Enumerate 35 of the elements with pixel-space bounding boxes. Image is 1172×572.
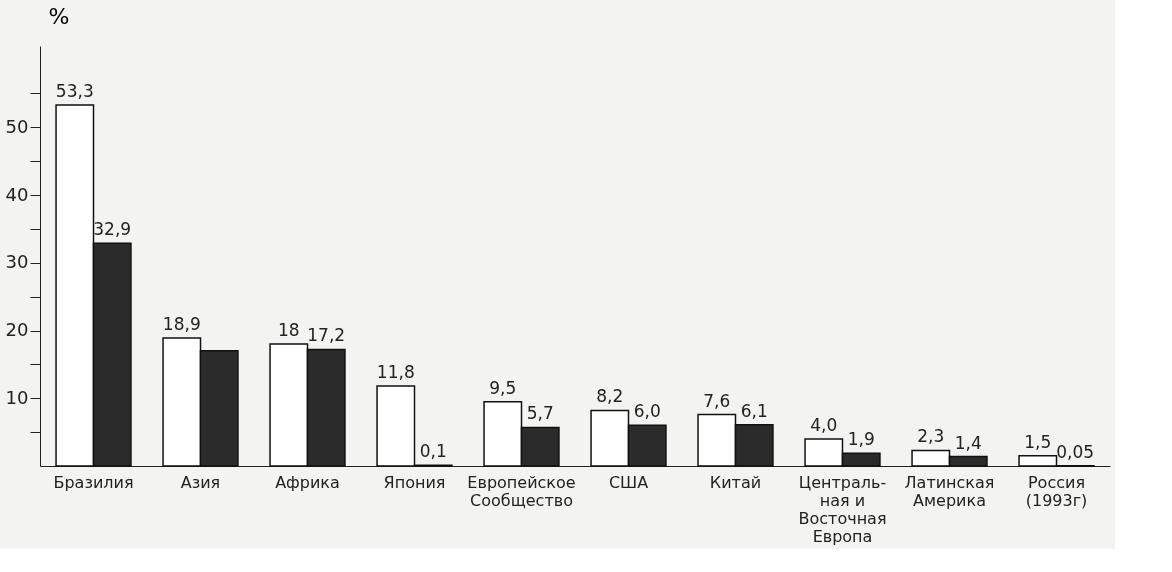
data-label: 0,05 — [1056, 441, 1095, 462]
x-tick-label: Африка — [275, 472, 340, 492]
y-tick-label: 30 — [5, 251, 29, 273]
data-label: 1,9 — [847, 429, 875, 450]
data-label: 18,9 — [162, 313, 201, 334]
data-label: 4,0 — [810, 414, 838, 435]
data-label: 7,6 — [703, 390, 731, 411]
y-axis-title: % — [48, 3, 70, 29]
x-tick-label: Япония — [383, 472, 446, 492]
x-tick-label: Азия — [180, 472, 221, 492]
y-tick-label: 40 — [5, 183, 29, 205]
y-tick-label: 10 — [5, 386, 29, 408]
x-tick-label: Европейское Сообщество — [467, 472, 576, 510]
x-tick-label: Россия (1993г) — [1025, 472, 1088, 510]
data-label: 8,2 — [596, 386, 624, 407]
x-tick-label: Бразилия — [53, 472, 134, 492]
data-label: 1,5 — [1024, 431, 1052, 452]
data-label: 9,5 — [489, 377, 517, 398]
data-label: 2,3 — [917, 426, 945, 447]
data-label: 6,0 — [633, 401, 661, 422]
data-label: 6,1 — [740, 400, 768, 421]
data-label: 53,3 — [55, 80, 94, 101]
data-label: 17,2 — [307, 325, 346, 346]
data-label: 11,8 — [376, 362, 415, 383]
data-label: 1,4 — [954, 432, 982, 453]
x-tick-label: Централь- ная и Восточная Европа — [798, 472, 887, 546]
data-label: 5,7 — [526, 403, 554, 424]
data-label: 32,9 — [93, 219, 132, 240]
y-tick-label: 20 — [5, 319, 29, 341]
y-tick-label: 50 — [5, 115, 29, 137]
x-tick-label: США — [608, 472, 649, 492]
x-tick-label: Латинская Америка — [904, 472, 995, 510]
x-tick-label: Китай — [709, 472, 762, 492]
data-label: 0,1 — [419, 441, 447, 462]
data-label: 18 — [277, 320, 300, 341]
